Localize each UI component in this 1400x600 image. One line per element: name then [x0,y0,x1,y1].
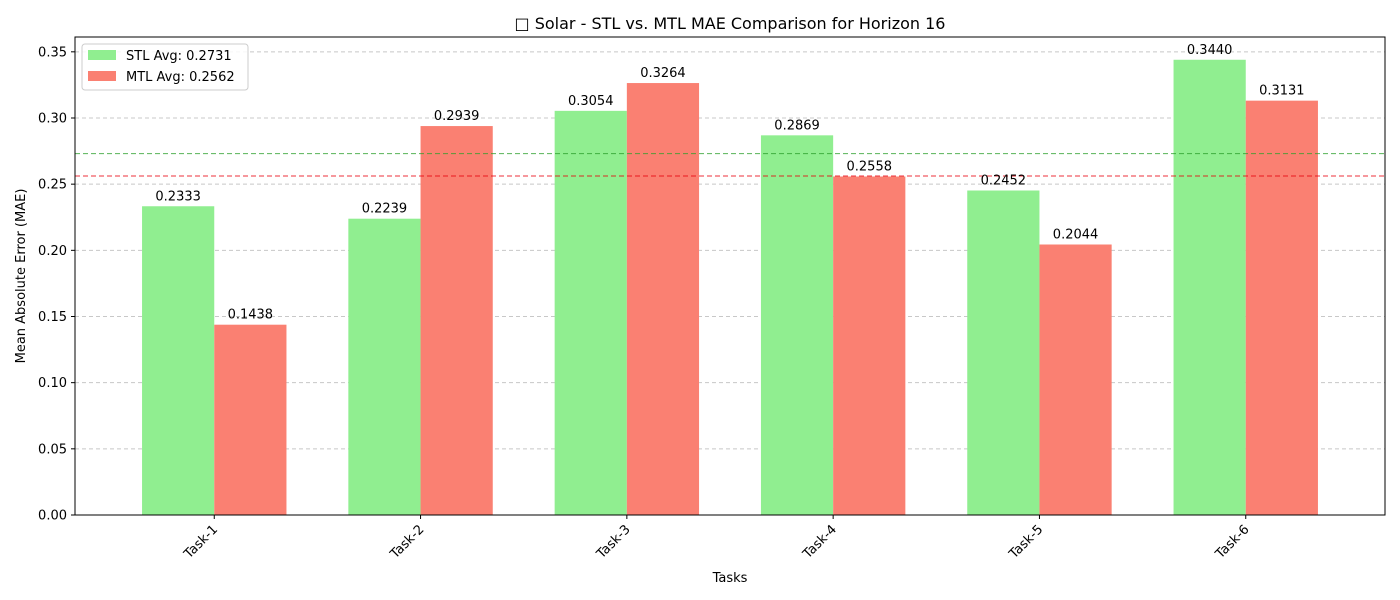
bar-stl-task-6 [1173,59,1246,516]
bar-mtl-task-6 [1245,100,1318,515]
x-tick-label: Task-6 [1212,522,1252,562]
bar-mtl-task-1 [214,324,287,515]
legend-box [81,43,249,91]
bar-mtl-task-4 [833,176,906,515]
data-label-stl-task-2: 0.2239 [362,202,408,217]
chart-title: □ Solar - STL vs. MTL MAE Comparison for… [515,14,946,33]
data-label-stl-task-4: 0.2869 [774,118,820,133]
y-tick-label: 0.35 [38,45,67,60]
bar-stl-task-4 [760,135,834,515]
data-label-mtl-task-3: 0.3264 [640,66,686,81]
bar-stl-task-1 [142,206,215,515]
data-label-mtl-task-2: 0.2939 [434,109,480,124]
legend-label-mtl: MTL Avg: 0.2562 [126,70,235,85]
legend-swatch-stl [88,50,116,60]
data-label-stl-task-3: 0.3054 [568,94,614,109]
y-tick-label: 0.05 [38,442,67,457]
y-tick-label: 0.25 [38,178,67,193]
data-label-stl-task-1: 0.2333 [155,189,201,204]
y-tick-label: 0.10 [38,376,67,391]
y-tick-label: 0.00 [38,509,67,524]
x-tick-label: Task-1 [181,522,221,562]
legend-label-stl: STL Avg: 0.2731 [126,49,232,64]
bar-mtl-task-5 [1039,244,1112,515]
y-tick-label: 0.20 [38,244,67,259]
y-axis-label: Mean Absolute Error (MAE) [14,189,29,364]
x-tick-label: Task-4 [800,522,840,562]
x-axis-label: Tasks [712,571,748,586]
data-label-mtl-task-4: 0.2558 [847,159,893,174]
data-label-stl-task-6: 0.3440 [1187,43,1233,58]
bar-mtl-task-2 [420,126,493,516]
plot-frame [74,36,1386,516]
data-label-mtl-task-5: 0.2044 [1053,228,1099,243]
bar-mtl-task-3 [626,83,700,515]
x-tick-label: Task-2 [387,522,427,562]
data-label-mtl-task-1: 0.1438 [228,308,274,323]
bar-stl-task-5 [967,190,1040,516]
bar-stl-task-2 [348,218,421,515]
y-tick-label: 0.15 [38,310,67,325]
x-tick-label: Task-3 [593,522,633,562]
data-label-mtl-task-6: 0.3131 [1259,84,1305,99]
legend-swatch-mtl [88,71,116,81]
x-tick-label: Task-5 [1006,522,1046,562]
y-tick-label: 0.30 [38,111,67,126]
bar-stl-task-3 [554,110,627,515]
data-label-stl-task-5: 0.2452 [981,174,1027,189]
